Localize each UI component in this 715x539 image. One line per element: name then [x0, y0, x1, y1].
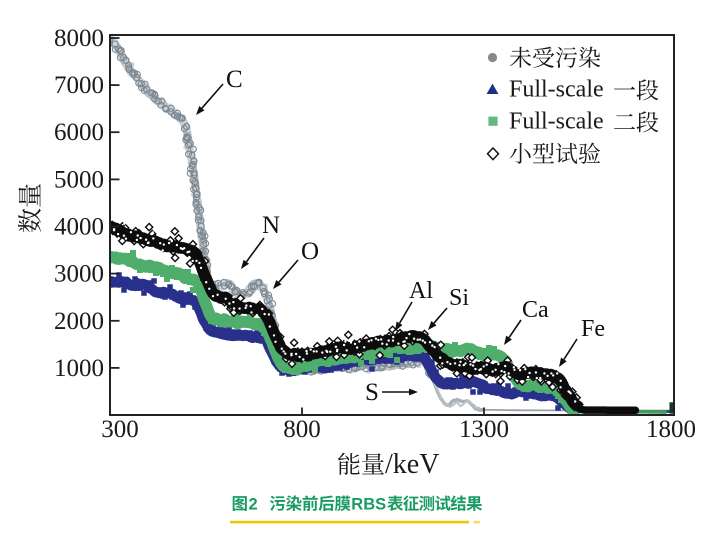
svg-text:6000: 6000 — [54, 119, 104, 146]
svg-text:2: 2 — [249, 496, 258, 514]
svg-text:800: 800 — [283, 416, 321, 443]
svg-text:N: N — [262, 212, 280, 239]
svg-text:2000: 2000 — [54, 308, 104, 335]
svg-text:5000: 5000 — [54, 166, 104, 193]
svg-text:C: C — [226, 66, 243, 93]
svg-text:RBS: RBS — [351, 496, 386, 514]
svg-text:Si: Si — [449, 285, 469, 311]
svg-text:O: O — [301, 238, 319, 265]
svg-text:Full-scale: Full-scale — [509, 77, 604, 103]
svg-text:S: S — [365, 379, 379, 406]
svg-text:7000: 7000 — [54, 72, 104, 99]
svg-text:Full-scale: Full-scale — [509, 109, 604, 135]
svg-text:4000: 4000 — [54, 214, 104, 241]
svg-text:8000: 8000 — [54, 25, 104, 52]
svg-text:1800: 1800 — [646, 416, 696, 443]
svg-text:Al: Al — [409, 278, 433, 304]
svg-text:1300: 1300 — [459, 416, 509, 443]
svg-text:/keV: /keV — [385, 449, 439, 480]
svg-text:3000: 3000 — [54, 261, 104, 288]
svg-text:Fe: Fe — [581, 316, 605, 342]
svg-text:1000: 1000 — [54, 355, 104, 382]
svg-text:Ca: Ca — [522, 297, 549, 323]
svg-text:300: 300 — [101, 416, 139, 443]
